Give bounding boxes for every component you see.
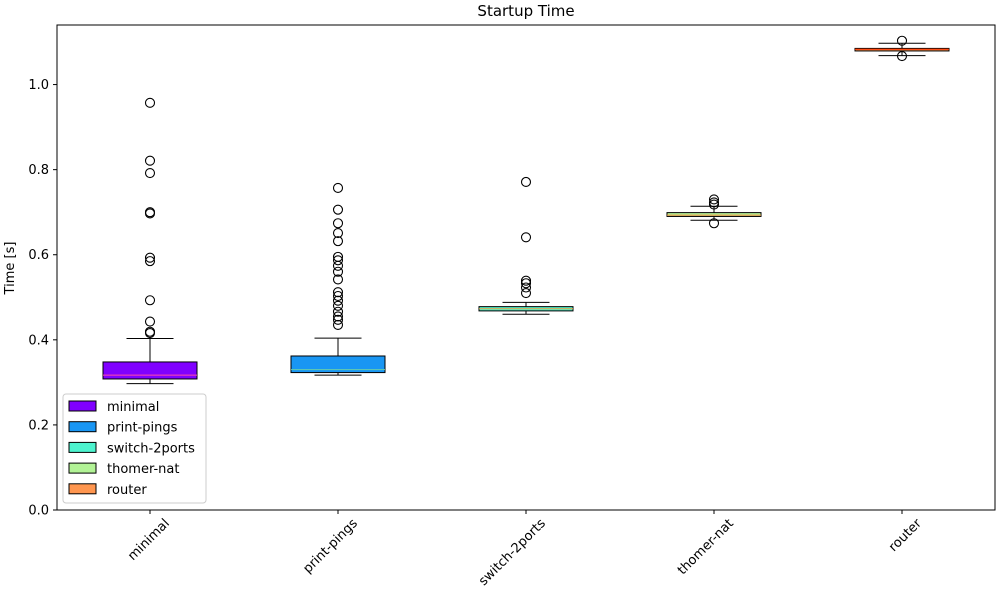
box-minimal xyxy=(102,361,198,380)
outlier-point xyxy=(332,290,344,302)
legend-swatch xyxy=(68,483,97,495)
x-tick-label: print-pings xyxy=(300,516,361,577)
legend-item-print-pings: print-pings xyxy=(68,421,178,436)
outlier-point xyxy=(332,227,344,239)
y-axis-label: Time [s] xyxy=(3,242,18,296)
outlier-point xyxy=(332,306,344,317)
y-tick-label: 0.0 xyxy=(28,504,49,519)
legend: minimal print-pings switch-2ports thomer-na… xyxy=(62,393,207,504)
outlier-point xyxy=(520,176,532,188)
legend-item-switch-2ports: switch-2ports xyxy=(68,441,195,456)
x-tick-label: thomer-nat xyxy=(675,516,737,578)
outlier-point xyxy=(520,282,532,293)
box-print-pings xyxy=(290,355,386,374)
outlier-point xyxy=(332,314,344,325)
outlier-point xyxy=(332,295,344,306)
legend-label: switch-2ports xyxy=(107,441,195,456)
y-tick-label: 1.0 xyxy=(28,78,49,93)
outlier-point xyxy=(144,327,156,339)
legend-swatch xyxy=(68,400,97,412)
legend-swatch xyxy=(68,462,97,474)
outlier-point xyxy=(144,295,156,306)
outlier-point xyxy=(144,316,156,327)
outlier-point xyxy=(144,252,156,263)
y-tick-label: 0.4 xyxy=(28,333,49,348)
y-tick-label: 0.8 xyxy=(28,163,49,178)
outlier-point xyxy=(332,266,344,277)
outlier-point xyxy=(332,255,344,266)
legend-label: minimal xyxy=(107,400,159,415)
legend-swatch xyxy=(68,421,97,433)
outlier-point xyxy=(708,218,720,229)
outlier-point xyxy=(144,97,156,108)
x-tick-label: router xyxy=(886,516,925,555)
legend-label: print-pings xyxy=(107,421,178,436)
outlier-point xyxy=(332,182,344,193)
outlier-point xyxy=(144,208,156,219)
legend-item-minimal: minimal xyxy=(68,400,159,415)
chart-title: Startup Time xyxy=(477,2,574,20)
box-group-print-pings xyxy=(290,182,386,376)
outlier-point xyxy=(332,218,344,229)
outlier-point xyxy=(144,168,156,179)
plot-area xyxy=(102,35,950,385)
legend-swatch xyxy=(68,441,97,453)
y-tick-label: 0.2 xyxy=(28,418,49,433)
outlier-point xyxy=(144,256,156,267)
outlier-point xyxy=(520,232,532,243)
box-group-router xyxy=(854,35,950,62)
outlier-point xyxy=(520,278,532,289)
outlier-point xyxy=(332,204,344,215)
legend-item-router: router xyxy=(68,483,147,498)
outlier-point xyxy=(332,274,344,285)
y-tick-label: 0.6 xyxy=(28,248,49,263)
outlier-point xyxy=(520,287,532,299)
outlier-point xyxy=(896,51,908,62)
box-group-thomer-nat xyxy=(666,194,762,229)
outlier-point xyxy=(332,319,344,330)
box-thomer-nat xyxy=(666,212,762,217)
outlier-point xyxy=(896,35,908,46)
outlier-point xyxy=(332,300,344,311)
outlier-point xyxy=(708,194,720,205)
legend-box xyxy=(62,393,207,504)
legend-item-thomer-nat: thomer-nat xyxy=(68,462,179,477)
outlier-point xyxy=(708,199,720,210)
outlier-point xyxy=(520,275,532,286)
legend-label: thomer-nat xyxy=(107,462,179,477)
outlier-point xyxy=(332,260,344,271)
box-group-minimal xyxy=(102,97,198,385)
outlier-point xyxy=(144,155,156,166)
box-group-switch-2ports xyxy=(478,176,574,315)
outlier-point xyxy=(332,236,344,247)
legend-label: router xyxy=(107,483,147,498)
x-tick-label: minimal xyxy=(125,516,173,564)
x-tick-label: switch-2ports xyxy=(476,516,549,589)
